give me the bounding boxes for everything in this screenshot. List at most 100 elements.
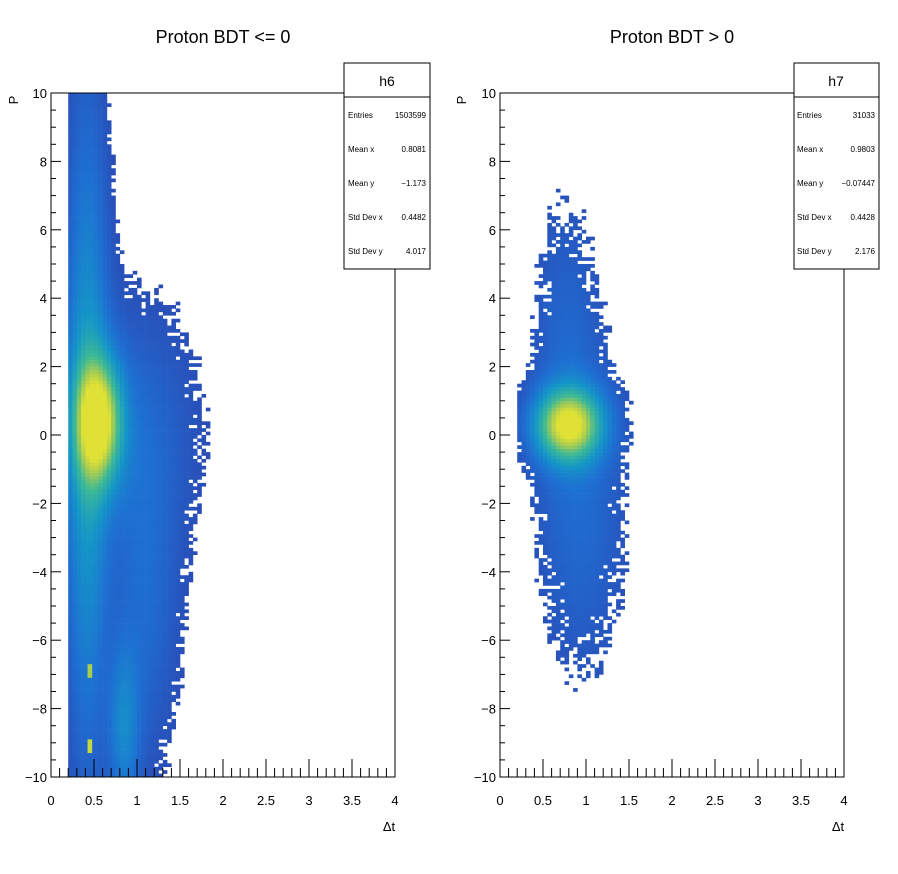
left-heatmap-bin	[162, 705, 168, 709]
left-heatmap-bin	[154, 708, 159, 713]
left-heatmap-bin	[158, 612, 164, 617]
left-heatmap-bin	[141, 575, 146, 579]
left-heatmap-bin	[137, 558, 142, 562]
left-heatmap-bin	[81, 503, 86, 508]
left-heatmap-bin	[128, 712, 133, 716]
left-heatmap-bin	[175, 602, 181, 607]
left-heatmap-bin	[115, 520, 121, 525]
left-heatmap-bin	[89, 404, 95, 408]
left-heatmap-bin	[119, 705, 125, 709]
left-heatmap-bin	[94, 127, 99, 131]
right-heatmap-bin	[530, 503, 535, 508]
left-heatmap-bin	[72, 103, 78, 107]
left-heatmap-bin	[68, 537, 73, 542]
right-heatmap-bin	[530, 421, 535, 426]
left-heatmap-bin	[111, 397, 116, 402]
left-heatmap-bin	[149, 346, 155, 350]
left-heatmap-bin	[76, 404, 82, 408]
left-heatmap-bin	[201, 452, 207, 456]
left-heatmap-bin	[145, 438, 151, 443]
left-heatmap-bin	[128, 414, 133, 419]
left-heatmap-bin	[154, 746, 159, 750]
left-heatmap-bin	[184, 554, 189, 559]
left-heatmap-bin	[149, 664, 155, 668]
left-heatmap-bin	[154, 749, 159, 754]
left-heatmap-bin	[141, 414, 146, 419]
left-heatmap-bin	[81, 739, 86, 744]
right-heatmap-bin	[525, 445, 531, 449]
left-heatmap-bin	[81, 705, 86, 709]
left-heatmap-bin	[94, 181, 99, 186]
right-heatmap-bin	[538, 404, 544, 408]
left-heatmap-bin	[111, 376, 116, 381]
left-heatmap-bin	[72, 725, 78, 730]
right-heatmap-bin	[534, 370, 539, 374]
left-heatmap-bin	[154, 517, 159, 521]
left-heatmap-bin	[154, 643, 159, 648]
left-heatmap-bin	[141, 749, 146, 754]
right-heatmap-bin	[530, 445, 535, 449]
left-heatmap-bin	[141, 513, 146, 518]
left-heatmap-bin	[184, 359, 189, 364]
left-heatmap-bin	[72, 753, 78, 757]
left-heatmap-bin	[115, 363, 121, 367]
left-heatmap-bin	[102, 397, 108, 402]
left-heatmap-bin	[89, 352, 95, 357]
left-heatmap-bin	[124, 705, 129, 709]
right-heatmap-bin	[538, 363, 544, 367]
right-heatmap-bin	[543, 547, 548, 552]
left-heatmap-bin	[68, 667, 73, 672]
left-heatmap-bin	[98, 688, 103, 692]
left-heatmap-bin	[128, 739, 133, 744]
left-heatmap-bin	[180, 349, 185, 354]
left-heatmap-bin	[141, 342, 146, 347]
left-heatmap-bin	[106, 571, 112, 576]
left-heatmap-bin	[141, 592, 146, 597]
left-heatmap-bin	[119, 499, 125, 504]
left-heatmap-bin	[106, 383, 112, 388]
left-heatmap-bin	[98, 653, 103, 658]
left-heatmap-bin	[94, 636, 99, 641]
left-heatmap-bin	[106, 243, 112, 248]
left-heatmap-bin	[141, 397, 146, 402]
left-heatmap-bin	[149, 674, 155, 679]
left-heatmap-bin	[111, 390, 116, 395]
left-heatmap-bin	[124, 561, 129, 566]
left-heatmap-bin	[106, 534, 112, 538]
left-heatmap-bin	[119, 428, 125, 432]
left-heatmap-bin	[81, 482, 86, 487]
right-heatmap-bin	[530, 342, 535, 347]
left-heatmap-bin	[68, 144, 73, 149]
left-heatmap-bin	[106, 650, 112, 655]
left-heatmap-bin	[167, 541, 172, 545]
left-heatmap-bin	[94, 253, 99, 258]
left-heatmap-bin	[106, 493, 112, 497]
left-heatmap-bin	[85, 582, 90, 586]
left-heatmap-bin	[81, 140, 86, 145]
left-heatmap-bin	[162, 537, 168, 542]
left-heatmap-bin	[128, 455, 133, 460]
left-heatmap-bin	[81, 564, 86, 569]
left-heatmap-bin	[145, 479, 151, 484]
left-heatmap-bin	[94, 493, 99, 497]
left-heatmap-bin	[85, 609, 90, 614]
left-heatmap-bin	[81, 455, 86, 460]
left-heatmap-bin	[137, 404, 142, 408]
left-heatmap-bin	[132, 643, 138, 648]
left-stats-value: −1.173	[401, 179, 426, 188]
left-heatmap-bin	[137, 547, 142, 552]
left-heatmap-bin	[132, 684, 138, 689]
left-heatmap-bin	[94, 209, 99, 213]
left-heatmap-bin	[102, 287, 108, 292]
left-heatmap-bin	[158, 558, 164, 562]
left-heatmap-bin	[197, 506, 202, 511]
left-heatmap-bin	[167, 383, 172, 388]
left-y-tick-label: 4	[40, 291, 47, 306]
left-heatmap-bin	[68, 411, 73, 415]
left-heatmap-bin	[98, 298, 103, 302]
right-heatmap-bin	[543, 356, 548, 361]
left-heatmap-bin	[132, 564, 138, 569]
left-heatmap-bin	[94, 188, 99, 193]
left-heatmap-bin	[89, 578, 95, 583]
left-heatmap-bin	[115, 602, 121, 607]
